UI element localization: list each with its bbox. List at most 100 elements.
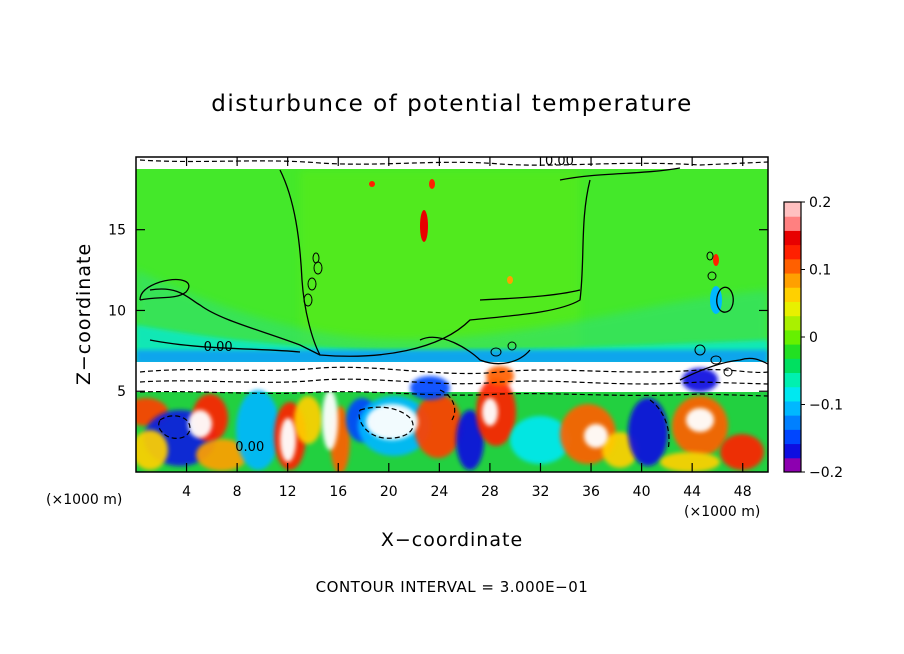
x-tick-label-6: 28 — [481, 484, 499, 500]
colorbar-segment-2 — [784, 429, 801, 445]
plot-area: 0.00 0.00 0.00 — [136, 154, 768, 472]
contour-label-0: 0.00 — [204, 340, 233, 355]
x-tick-label-7: 32 — [532, 484, 550, 500]
colorbar-segment-6 — [784, 372, 801, 388]
x-tick-label-3: 16 — [329, 484, 347, 500]
small-contour-1 — [307, 277, 317, 291]
contour-line-solid-4 — [419, 336, 531, 365]
turbulent-cell-17 — [628, 398, 668, 466]
x-tick-label-5: 24 — [430, 484, 448, 500]
white-core-5 — [584, 424, 608, 448]
x-tick-label-8: 36 — [582, 484, 600, 500]
y-tick-label-0: 5 — [117, 384, 126, 400]
contour-label-2: 0.00 — [235, 440, 264, 455]
colorbar-tick-label-4: −0.2 — [809, 465, 843, 481]
colorbar-segment-0 — [784, 457, 801, 473]
small-contour-3 — [312, 252, 320, 264]
small-contour-7 — [710, 355, 722, 365]
white-core-2 — [322, 390, 338, 450]
anomaly-spot-5 — [713, 254, 719, 266]
turbulent-cell-23 — [682, 368, 718, 392]
turbulent-cell-4 — [196, 439, 248, 471]
x-axis: 4 8 12 16 20 24 28 32 36 40 44 48 — [182, 157, 752, 500]
colorbar-segment-9 — [784, 329, 801, 345]
white-core-3 — [366, 404, 418, 440]
contour-line-dashed-3 — [139, 159, 768, 166]
turbulent-cell-5 — [236, 390, 280, 470]
colorbar-segment-3 — [784, 415, 801, 430]
y-tick-label-2: 15 — [108, 223, 126, 239]
x-tick-label-4: 20 — [380, 484, 398, 500]
contour-line-solid-0 — [279, 169, 591, 357]
turbulent-cell-2 — [136, 430, 168, 470]
turbulent-cell-14 — [510, 416, 570, 464]
turbulent-cell-21 — [410, 376, 450, 400]
small-contour-10 — [706, 251, 714, 261]
white-core-4 — [482, 398, 498, 426]
colorbar-segment-4 — [784, 400, 801, 416]
contour-line-solid-8 — [479, 289, 581, 301]
small-contour-2 — [303, 293, 313, 307]
small-contour-4 — [490, 347, 502, 357]
colorbar-segment-11 — [784, 301, 801, 317]
contour-line-dashed-1 — [139, 378, 768, 385]
y-axis: 5 10 15 — [108, 223, 768, 400]
plot-frame — [135, 156, 769, 473]
contour-line-solid-2 — [139, 278, 190, 301]
colorbar-segment-15 — [784, 244, 801, 260]
white-core-0 — [188, 410, 212, 438]
colorbar-segment-12 — [784, 287, 801, 302]
colorbar-segment-8 — [784, 344, 801, 359]
contour-line-dashed-2 — [139, 390, 768, 397]
x-unit-right: (×1000 m) — [684, 504, 760, 520]
x-tick-label-10: 44 — [683, 484, 701, 500]
colorbar-segment-18 — [784, 202, 801, 217]
y-tick-label-1: 10 — [108, 303, 126, 319]
colorbar-segment-10 — [784, 315, 801, 331]
contour-interval-note: CONTOUR INTERVAL = 3.000E−01 — [316, 578, 589, 596]
small-contour-5 — [507, 341, 517, 351]
colorbar-segment-5 — [784, 386, 801, 402]
small-contour-6 — [694, 344, 706, 356]
colorbar-segment-14 — [784, 258, 801, 274]
turbulent-cell-11 — [414, 394, 462, 458]
colorbar-tick-label-2: 0 — [809, 330, 818, 346]
x-tick-label-1: 8 — [233, 484, 242, 500]
white-core-1 — [280, 418, 296, 462]
x-tick-label-2: 12 — [279, 484, 297, 500]
field-top-band — [136, 157, 768, 169]
contour-line-solid-5 — [679, 357, 768, 381]
colorbar-segment-1 — [784, 443, 801, 459]
colorbar-tick-label-3: −0.1 — [809, 398, 843, 414]
field-blue-band — [136, 350, 768, 364]
x-axis-label: X−coordinate — [381, 529, 523, 551]
turbulent-cell-19 — [720, 434, 764, 470]
contour-line-dashed-6 — [439, 389, 456, 421]
anomaly-spot-0 — [420, 210, 428, 242]
y-axis-label: Z−coordinate — [73, 243, 95, 385]
anomaly-spot-1 — [369, 181, 375, 187]
contour-line-dashed-0 — [139, 366, 768, 375]
x-tick-label-9: 40 — [633, 484, 651, 500]
contour-line-solid-1 — [149, 288, 321, 356]
turbulent-cell-12 — [456, 410, 484, 470]
colorbar-segment-17 — [784, 216, 801, 231]
small-contour-9 — [707, 271, 717, 281]
x-unit-left: (×1000 m) — [46, 492, 122, 508]
colorbar-segment-13 — [784, 273, 801, 288]
white-core-6 — [686, 408, 714, 432]
colorbar: 0.2 0.1 0 −0.1 −0.2 — [783, 195, 843, 481]
contour-line-solid-3 — [149, 339, 301, 353]
colorbar-segment-7 — [784, 358, 801, 374]
contour-line-solid-6 — [716, 286, 734, 313]
turbulent-cell-7 — [294, 396, 322, 444]
anomaly-spot-2 — [429, 179, 435, 189]
colorbar-tick-label-0: 0.2 — [809, 195, 831, 211]
contour-line-dashed-5 — [158, 415, 191, 439]
colorbar-segment-16 — [784, 230, 801, 246]
turbulent-cell-22 — [486, 366, 514, 386]
x-tick-label-11: 48 — [734, 484, 752, 500]
chart-title: disturbunce of potential temperature — [211, 91, 693, 117]
contour-label-1: 0.00 — [545, 154, 574, 169]
